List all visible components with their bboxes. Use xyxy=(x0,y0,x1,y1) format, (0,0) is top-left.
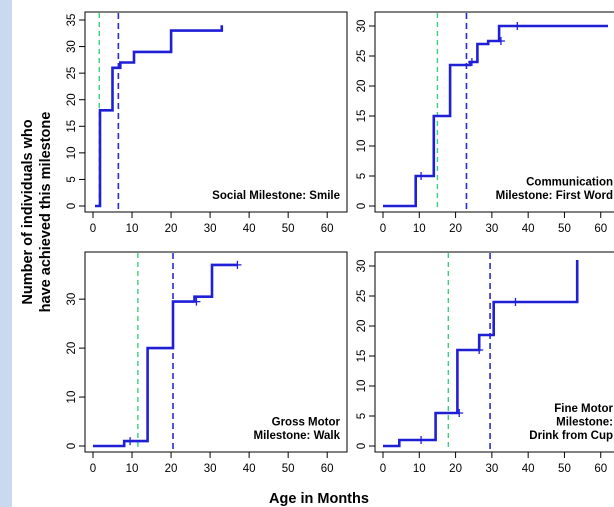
chart-panel-2: 0 10 20 30 40 50 60 0 5 10 15 20 25 30 CommunicationMi… xyxy=(356,11,614,235)
y-tick-label: 0 xyxy=(66,203,78,209)
y-tick-label: 5 xyxy=(356,413,368,419)
x-tick-label: 10 xyxy=(413,463,426,475)
step-curve xyxy=(383,260,579,448)
y-tick-label: 5 xyxy=(66,176,78,182)
censor-mark xyxy=(467,58,476,66)
x-tick-label: 20 xyxy=(449,463,462,475)
chart-panel-4: 0 10 20 30 40 50 60 0 5 10 15 20 25 30 Fine Motor Miles… xyxy=(356,251,614,475)
figure-canvas: Number of individuals who have achieved … xyxy=(20,11,614,507)
y-tick-label: 20 xyxy=(66,93,78,106)
y-tick-label: 35 xyxy=(66,14,78,27)
plot-frame xyxy=(84,11,348,213)
y-tick-label: 10 xyxy=(66,391,78,404)
x-tick-label: 50 xyxy=(282,463,295,475)
panel-caption-line: Milestone: xyxy=(556,417,613,429)
x-tick-label: 60 xyxy=(321,463,334,475)
x-tick-label: 50 xyxy=(282,223,295,235)
x-tick-label: 40 xyxy=(243,223,256,235)
x-tick-label: 0 xyxy=(90,463,96,475)
x-tick-label: 50 xyxy=(558,223,571,235)
censor-mark xyxy=(417,172,426,180)
x-tick-label: 40 xyxy=(522,223,535,235)
x-tick-label: 10 xyxy=(126,223,139,235)
x-tick-label: 10 xyxy=(413,223,426,235)
censor-mark xyxy=(513,22,522,30)
plot-frame xyxy=(84,251,348,453)
censor-mark xyxy=(417,436,426,444)
x-tick-label: 0 xyxy=(380,463,386,475)
y-tick-label: 20 xyxy=(356,80,368,93)
x-tick-label: 60 xyxy=(594,223,607,235)
step-curve xyxy=(95,25,224,208)
x-tick-label: 10 xyxy=(126,463,139,475)
y-tick-label: 25 xyxy=(66,67,78,80)
y-tick-label: 10 xyxy=(66,146,78,159)
plot-frame xyxy=(374,11,614,213)
x-tick-label: 50 xyxy=(558,463,571,475)
x-tick-label: 30 xyxy=(485,463,498,475)
x-tick-label: 30 xyxy=(485,223,498,235)
x-tick-label: 20 xyxy=(165,463,178,475)
panel-caption-line: Communication xyxy=(526,177,613,189)
panel-caption-line: Fine Motor xyxy=(554,403,613,415)
x-tick-label: 0 xyxy=(380,223,386,235)
y-tick-label: 0 xyxy=(356,443,368,449)
x-tick-label: 60 xyxy=(594,463,607,475)
censor-mark xyxy=(475,346,484,354)
y-tick-label: 0 xyxy=(66,443,78,449)
x-tick-label: 0 xyxy=(90,223,96,235)
censor-mark xyxy=(233,260,242,269)
panel-caption-line: Gross Motor xyxy=(272,417,341,429)
y-tick-label: 25 xyxy=(356,50,368,63)
y-tick-label: 25 xyxy=(356,290,368,303)
x-tick-label: 20 xyxy=(449,223,462,235)
y-tick-label: 20 xyxy=(356,320,368,333)
y-axis-label-line-1: Number of individuals who xyxy=(20,119,36,304)
y-tick-label: 30 xyxy=(356,260,368,273)
x-axis-label: Age in Months xyxy=(269,491,369,507)
y-tick-label: 10 xyxy=(356,140,368,153)
figure: Number of individuals who have achieved … xyxy=(12,0,614,507)
plot-frame xyxy=(374,251,614,453)
y-tick-label: 15 xyxy=(66,120,78,133)
x-tick-label: 30 xyxy=(204,463,217,475)
y-tick-label: 30 xyxy=(66,293,78,306)
y-tick-label: 0 xyxy=(356,203,368,209)
x-tick-label: 60 xyxy=(321,223,334,235)
x-tick-label: 40 xyxy=(243,463,256,475)
panel-caption-line: Milestone: Walk xyxy=(254,430,341,442)
y-tick-label: 10 xyxy=(356,380,368,393)
y-tick-label: 30 xyxy=(356,20,368,33)
y-tick-label: 15 xyxy=(356,350,368,363)
y-axis-label-line-2: have achieved this milestone xyxy=(38,112,54,313)
y-tick-label: 15 xyxy=(356,110,368,123)
y-tick-label: 30 xyxy=(66,40,78,53)
panel-caption-line: Drink from Cup xyxy=(529,430,613,442)
censor-mark xyxy=(511,298,520,306)
panel-caption-line: Milestone: First Word xyxy=(496,190,613,202)
step-curve xyxy=(93,263,238,448)
censor-mark xyxy=(455,409,464,417)
panel-caption-line: Social Milestone: Smile xyxy=(212,190,340,202)
x-tick-label: 20 xyxy=(165,223,178,235)
y-tick-label: 20 xyxy=(66,342,78,355)
y-tick-label: 5 xyxy=(356,173,368,179)
x-tick-label: 40 xyxy=(522,463,535,475)
censor-mark xyxy=(192,297,201,306)
x-tick-label: 30 xyxy=(204,223,217,235)
censor-mark xyxy=(496,37,505,45)
censor-mark xyxy=(126,437,135,446)
chart-panel-1: 0 10 20 30 40 50 60 0 5 10 15 20 25 30 35 Social Milest… xyxy=(66,11,348,235)
chart-panel-3: 0 10 20 30 40 50 60 0 10 20 30 Gross MotorMilestone… xyxy=(66,251,348,475)
